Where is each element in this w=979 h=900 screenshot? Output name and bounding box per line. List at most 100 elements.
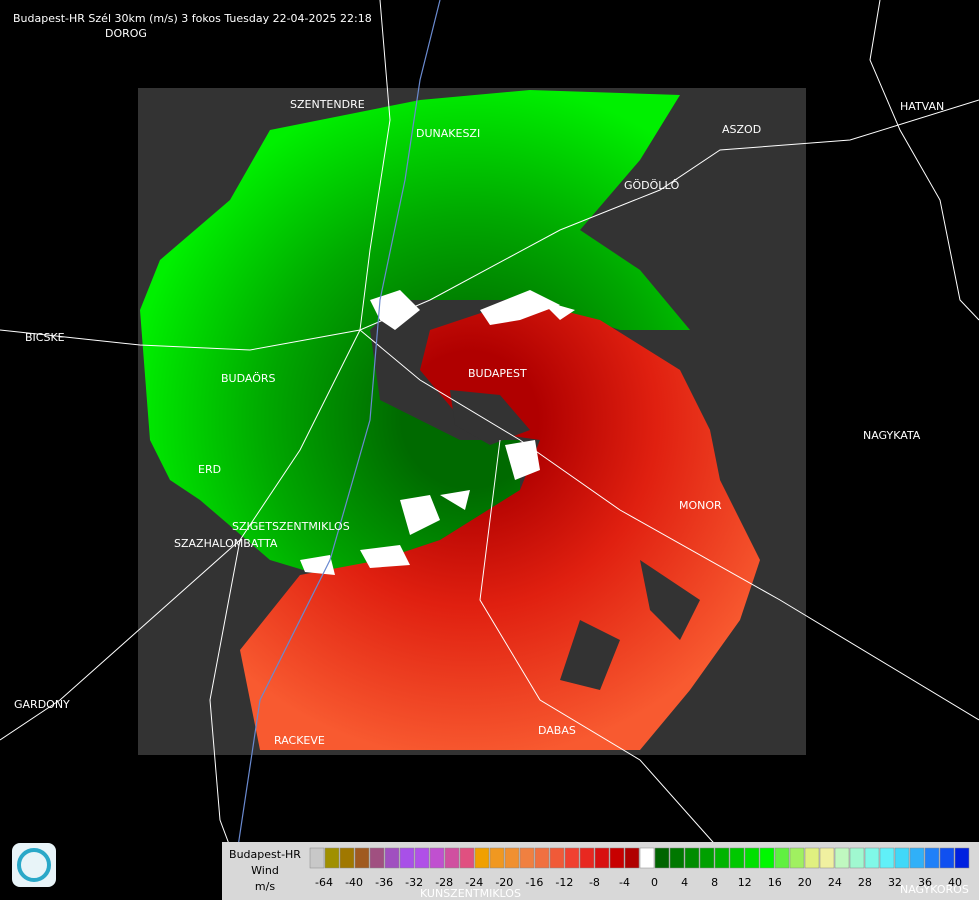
legend-label: 8 — [711, 876, 718, 889]
legend-swatch — [549, 847, 565, 869]
legend-label: -28 — [435, 876, 453, 889]
legend-swatch — [414, 847, 430, 869]
legend-swatch — [834, 847, 850, 869]
city-label: DOROG — [105, 27, 147, 40]
legend-label: -32 — [405, 876, 423, 889]
legend-label: -20 — [495, 876, 513, 889]
legend-swatch — [744, 847, 760, 869]
city-label: BUDAPEST — [468, 367, 527, 380]
legend-label: 12 — [738, 876, 752, 889]
road — [359, 329, 979, 721]
legend-swatch — [474, 847, 490, 869]
legend-swatch — [624, 847, 640, 869]
legend-label: 40 — [948, 876, 962, 889]
legend-swatch — [639, 847, 655, 869]
legend-swatch — [489, 847, 505, 869]
legend-swatch — [954, 847, 970, 869]
legend-swatch — [534, 847, 550, 869]
city-label: KUNSZENTMIKLOS — [420, 887, 521, 900]
city-label: SZAZHALOMBATTA — [174, 537, 278, 550]
legend-swatch — [819, 847, 835, 869]
legend-swatch — [354, 847, 370, 869]
legend-swatch — [654, 847, 670, 869]
road — [359, 0, 391, 331]
legend-label: -36 — [375, 876, 393, 889]
legend-swatch — [714, 847, 730, 869]
city-label: HATVAN — [900, 100, 944, 113]
city-label: DABAS — [538, 724, 576, 737]
legend-quantity: Wind — [251, 864, 279, 877]
legend-label: -4 — [619, 876, 630, 889]
echoes — [140, 90, 760, 750]
city-label: SZENTENDRE — [290, 98, 365, 111]
legend-label: 20 — [798, 876, 812, 889]
legend-unit: m/s — [255, 880, 275, 893]
legend-swatch — [309, 847, 325, 869]
legend-swatch — [684, 847, 700, 869]
legend-label: -64 — [315, 876, 333, 889]
city-label: RACKEVE — [274, 734, 325, 747]
river — [229, 0, 441, 900]
city-label: BICSKE — [25, 331, 65, 344]
legend-label: 24 — [828, 876, 842, 889]
legend-swatch — [909, 847, 925, 869]
legend-swatch — [669, 847, 685, 869]
city-label: NAGYKOROS — [900, 883, 969, 896]
legend-swatch — [594, 847, 610, 869]
legend-label: 4 — [681, 876, 688, 889]
legend-label: 32 — [888, 876, 902, 889]
legend-swatch — [369, 847, 385, 869]
fold-zone — [300, 290, 575, 575]
legend-swatch — [729, 847, 745, 869]
legend-label: 0 — [651, 876, 658, 889]
legend-swatch — [399, 847, 415, 869]
city-label: SZIGETSZENTMIKLOS — [232, 520, 350, 533]
legend-swatch — [864, 847, 880, 869]
city-label: DUNAKESZI — [416, 127, 480, 140]
city-label: GARDONY — [14, 698, 70, 711]
approaching-echo — [140, 90, 690, 575]
legend-swatch — [444, 847, 460, 869]
legend-label: -24 — [465, 876, 483, 889]
legend-swatch — [504, 847, 520, 869]
legend-swatch — [804, 847, 820, 869]
road — [479, 439, 721, 851]
road — [0, 329, 361, 741]
legend-label: 28 — [858, 876, 872, 889]
city-label: ERD — [198, 463, 221, 476]
legend-swatch — [894, 847, 910, 869]
city-label: GÖDÖLLŐ — [624, 178, 680, 192]
legend-swatch — [519, 847, 535, 869]
legend-label: -12 — [555, 876, 573, 889]
legend-label: -16 — [525, 876, 543, 889]
title: Budapest-HR Szél 30km (m/s) 3 fokos Tues… — [13, 12, 372, 25]
city-label: MONOR — [679, 499, 722, 512]
legend-swatch — [384, 847, 400, 869]
city-label: BUDAÖRS — [221, 372, 276, 385]
logo-swirl — [17, 848, 51, 882]
legend-swatch — [564, 847, 580, 869]
legend-swatch — [774, 847, 790, 869]
gap — [450, 390, 700, 690]
legend-label: -40 — [345, 876, 363, 889]
legend-swatch — [459, 847, 475, 869]
legend-swatch — [789, 847, 805, 869]
legend-swatch — [879, 847, 895, 869]
receding-echo — [240, 300, 760, 750]
legend-label: 16 — [768, 876, 782, 889]
logo — [12, 843, 56, 887]
legend-swatch — [699, 847, 715, 869]
road — [869, 0, 979, 321]
legend-swatch — [324, 847, 340, 869]
legend-swatch — [924, 847, 940, 869]
legend-swatch — [429, 847, 445, 869]
legend-swatch — [939, 847, 955, 869]
legend-swatch — [579, 847, 595, 869]
legend-swatch — [339, 847, 355, 869]
legend-swatch — [849, 847, 865, 869]
legend-swatch — [759, 847, 775, 869]
legend-label: -8 — [589, 876, 600, 889]
city-label: ASZOD — [722, 123, 761, 136]
